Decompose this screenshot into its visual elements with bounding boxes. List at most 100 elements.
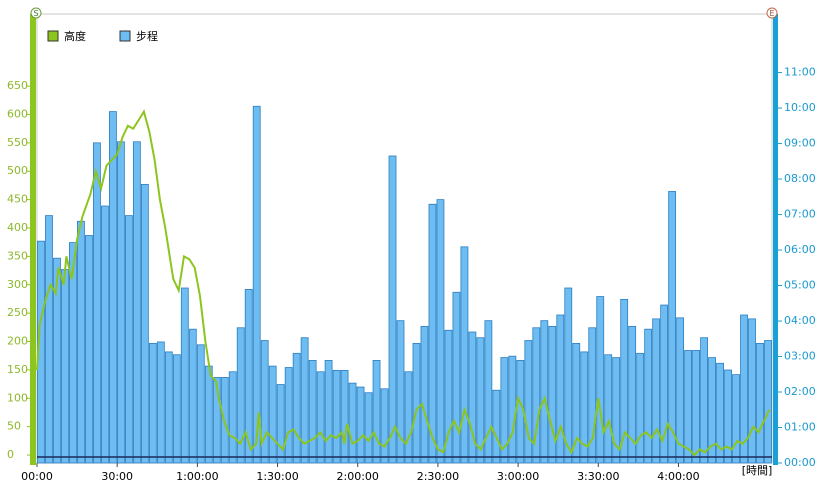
y2-tick-label: 04:00 (784, 314, 816, 327)
y2-tick-label: 01:00 (784, 421, 816, 434)
bar (212, 377, 221, 464)
bar (396, 320, 405, 464)
bar (484, 320, 493, 464)
bar (548, 325, 557, 464)
bar (556, 314, 565, 464)
y-tick-label: 100 (7, 391, 28, 404)
y-tick-label: 250 (7, 306, 28, 319)
end-marker-icon (766, 7, 778, 19)
bar (604, 354, 613, 464)
bar (452, 291, 461, 464)
left-axis-bar (30, 14, 36, 465)
bar (468, 331, 477, 464)
bar (724, 369, 732, 464)
bar (620, 298, 629, 464)
x-tick-label: 2:30:00 (417, 470, 459, 483)
x-tick-label: 3:00:00 (497, 470, 539, 483)
bar (204, 365, 213, 464)
bar (564, 287, 573, 464)
legend-label: 步程 (136, 30, 158, 43)
bar (109, 111, 117, 464)
x-tick-label: 3:30:00 (577, 470, 619, 483)
bar (740, 314, 748, 464)
bar (188, 328, 197, 464)
bar (164, 351, 173, 464)
bar (69, 242, 77, 464)
bar (364, 392, 373, 464)
bar (45, 215, 53, 464)
bar (716, 362, 724, 464)
y-tick-label: 300 (7, 278, 28, 291)
bar (292, 352, 301, 464)
bar (236, 327, 245, 464)
bar (260, 340, 269, 464)
bar (332, 369, 341, 464)
bar (684, 350, 693, 464)
bar (140, 183, 149, 464)
y-tick-label: 500 (7, 164, 28, 177)
bar (436, 199, 445, 464)
bar (596, 296, 605, 464)
bar (268, 365, 277, 464)
bar (228, 371, 237, 464)
bar (372, 360, 381, 464)
bar (444, 329, 453, 464)
bar (324, 360, 333, 464)
x-tick-label: 2:00:00 (337, 470, 379, 483)
bar (572, 342, 581, 464)
bar (180, 287, 189, 464)
y-tick-label: 450 (7, 193, 28, 206)
x-tick-label: 1:00:00 (176, 470, 218, 483)
y2-tick-label: 11:00 (784, 66, 816, 79)
bar (380, 388, 389, 464)
bar (692, 350, 700, 464)
bar (532, 327, 541, 464)
bar (652, 318, 661, 464)
legend-swatch (119, 30, 131, 42)
right-axis-bar (773, 14, 778, 465)
start-marker: S (33, 9, 38, 18)
y2-tick-label: 00:00 (784, 456, 816, 469)
bar (101, 205, 109, 464)
bar (77, 220, 85, 464)
bar (124, 215, 133, 464)
start-marker-icon (30, 7, 42, 19)
legend-swatch (47, 30, 59, 42)
bar (172, 354, 181, 464)
bar (476, 337, 485, 464)
y2-tick-label: 09:00 (784, 137, 816, 150)
bar (316, 371, 325, 464)
x-axis-label: [時間] (742, 464, 773, 477)
y-tick-label: 650 (7, 79, 28, 92)
y2-tick-label: 08:00 (784, 172, 816, 185)
legend-label: 高度 (64, 29, 86, 43)
bar (644, 328, 653, 464)
bar (588, 327, 597, 464)
y-tick-label: 150 (7, 363, 28, 376)
bar (300, 337, 309, 464)
y2-tick-label: 02:00 (784, 385, 816, 398)
bar (412, 342, 421, 464)
bar (61, 269, 69, 464)
y-tick-label: 400 (7, 221, 28, 234)
bar (276, 384, 285, 464)
bar (524, 340, 533, 464)
y2-tick-label: 05:00 (784, 279, 816, 292)
bar (53, 257, 61, 464)
bar (244, 289, 253, 464)
y2-tick-label: 03:00 (784, 350, 816, 363)
bar (460, 246, 469, 464)
x-tick-label: 4:00:00 (657, 470, 699, 483)
bar (748, 318, 756, 464)
end-marker: E (769, 9, 774, 18)
bar (668, 191, 677, 464)
bar (676, 317, 685, 464)
y-tick-label: 550 (7, 136, 28, 149)
bar (612, 357, 621, 464)
bar (628, 325, 637, 464)
bar (428, 203, 437, 464)
bar (660, 304, 669, 464)
y-tick-label: 350 (7, 249, 28, 262)
bar (132, 141, 141, 464)
bar (340, 369, 349, 464)
